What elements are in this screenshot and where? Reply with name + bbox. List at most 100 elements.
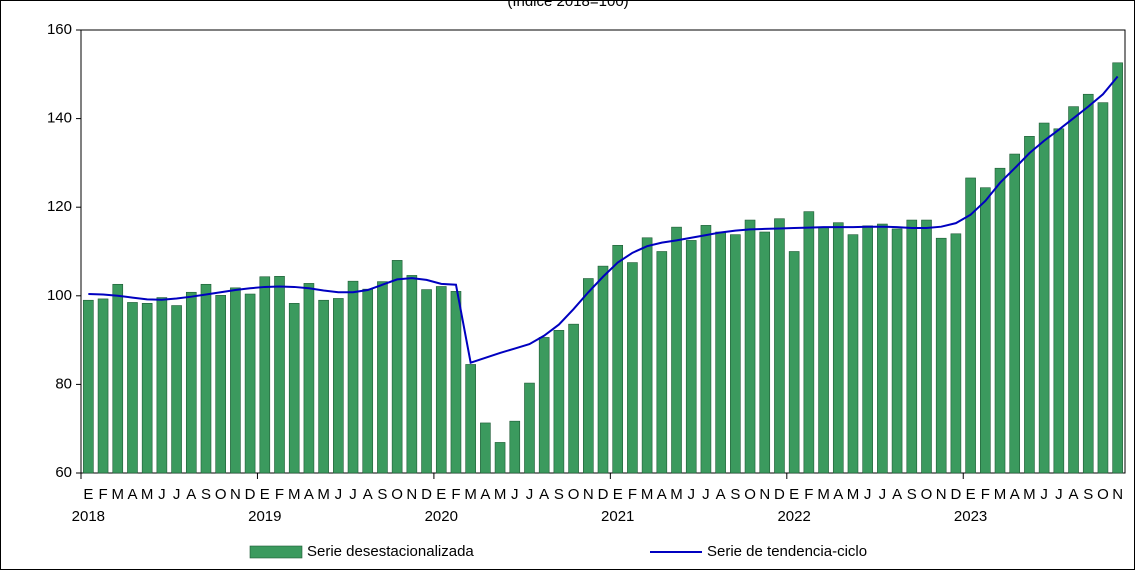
- x-tick-label: J: [173, 486, 181, 503]
- x-tick-label: A: [657, 486, 667, 503]
- x-tick-label: O: [921, 486, 933, 503]
- bar: [1112, 62, 1123, 474]
- bar: [1097, 102, 1109, 474]
- x-tick-label: M: [317, 486, 330, 503]
- x-tick-label: J: [1040, 486, 1048, 503]
- bar: [362, 288, 374, 474]
- x-tick-label: M: [494, 486, 507, 503]
- bar: [921, 219, 932, 474]
- x-tick-label: M: [817, 486, 830, 503]
- bar: [230, 287, 241, 474]
- bar: [83, 299, 94, 474]
- bar: [127, 302, 138, 474]
- x-tick-label: A: [186, 486, 196, 503]
- x-tick-label: M: [994, 486, 1007, 503]
- bar: [803, 211, 815, 474]
- bar: [582, 278, 594, 474]
- bar: [538, 337, 550, 474]
- legend-label: Serie desestacionalizada: [307, 543, 474, 560]
- x-tick-label: A: [892, 486, 902, 503]
- year-label: 2020: [425, 508, 458, 525]
- year-label: 2022: [777, 508, 810, 525]
- x-tick-label: F: [275, 486, 284, 503]
- x-tick-label: E: [83, 486, 93, 503]
- y-tick-label: 120: [47, 198, 72, 215]
- x-tick-label: S: [554, 486, 564, 503]
- bar: [671, 226, 682, 474]
- x-tick-label: A: [833, 486, 843, 503]
- x-tick-label: F: [451, 486, 460, 503]
- bar: [421, 289, 432, 474]
- bar: [759, 231, 771, 474]
- bar: [950, 233, 962, 474]
- bar: [1068, 106, 1079, 474]
- x-tick-label: E: [613, 486, 623, 503]
- bar: [1053, 128, 1065, 474]
- bar: [156, 297, 168, 474]
- x-tick-label: J: [879, 486, 887, 503]
- bar: [171, 305, 182, 474]
- bar: [1009, 153, 1021, 474]
- bar: [406, 275, 418, 474]
- bar: [832, 222, 844, 474]
- year-label: 2018: [72, 508, 105, 525]
- x-tick-label: A: [480, 486, 490, 503]
- bar: [1038, 122, 1050, 474]
- x-tick-label: E: [436, 486, 446, 503]
- x-tick-label: J: [1055, 486, 1063, 503]
- bar: [1024, 136, 1035, 474]
- bar: [935, 237, 947, 474]
- x-tick-label: S: [730, 486, 740, 503]
- bar: [524, 382, 535, 474]
- bar: [847, 234, 859, 474]
- bar: [200, 283, 212, 474]
- x-tick-label: J: [349, 486, 357, 503]
- bar: [333, 298, 344, 474]
- x-tick-label: N: [936, 486, 947, 503]
- trend-line: [88, 75, 1119, 364]
- bar: [1082, 93, 1094, 474]
- x-tick-label: A: [127, 486, 137, 503]
- bar: [141, 303, 153, 474]
- bar: [112, 283, 124, 474]
- x-tick-label: O: [1097, 486, 1109, 503]
- bar: [377, 281, 388, 474]
- bar: [347, 280, 359, 474]
- x-tick-label: E: [966, 486, 976, 503]
- x-tick-label: E: [789, 486, 799, 503]
- x-tick-label: E: [260, 486, 270, 503]
- x-tick-label: N: [1112, 486, 1123, 503]
- x-tick-label: D: [774, 486, 785, 503]
- x-tick-label: A: [1010, 486, 1020, 503]
- bar: [980, 187, 991, 474]
- bar: [259, 276, 271, 474]
- bar: [656, 251, 668, 474]
- x-tick-label: J: [526, 486, 534, 503]
- bar: [730, 234, 741, 474]
- x-tick-label: O: [215, 486, 227, 503]
- bar: [877, 223, 888, 474]
- bar: [288, 303, 300, 474]
- y-tick-label: 80: [55, 375, 72, 392]
- x-tick-label: F: [804, 486, 813, 503]
- bar: [435, 286, 447, 474]
- x-tick-label: A: [1069, 486, 1079, 503]
- bar: [450, 291, 462, 474]
- y-tick-label: 60: [55, 464, 72, 481]
- chart-subtitle: (Índice 2018=100): [507, 0, 628, 10]
- x-tick-label: F: [628, 486, 637, 503]
- bar: [391, 260, 403, 474]
- x-tick-label: A: [304, 486, 314, 503]
- x-tick-label: D: [245, 486, 256, 503]
- legend-swatch: [249, 545, 303, 559]
- x-tick-label: N: [406, 486, 417, 503]
- x-tick-label: F: [98, 486, 107, 503]
- bar: [685, 240, 697, 474]
- bar: [303, 283, 315, 474]
- bar: [906, 219, 918, 474]
- bar: [244, 293, 256, 474]
- x-tick-label: N: [759, 486, 770, 503]
